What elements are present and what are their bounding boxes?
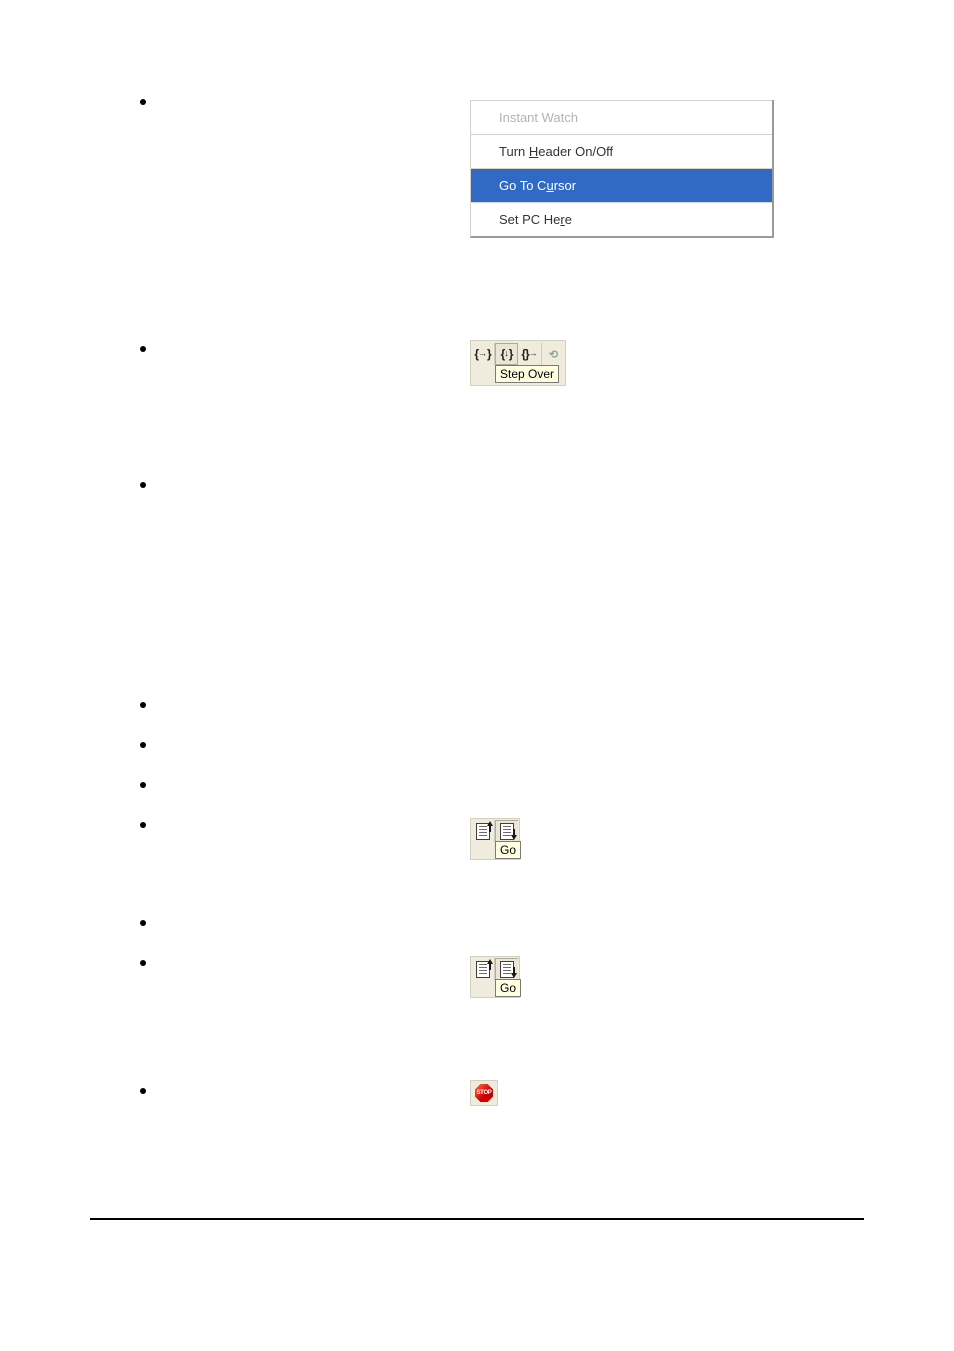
go-toolbar: Go [470,956,520,998]
menu-item-go-to-cursor[interactable]: Go To Cursor [471,168,772,202]
step-into-icon[interactable]: {→} [471,343,495,365]
list-bullet [140,1088,146,1094]
step-icons-row: {→} {↓} {}→ ⟲ [471,341,565,366]
page: Instant Watch Turn Header On/Off Go To C… [0,0,954,1351]
menu-item-label: Go To Cursor [499,178,576,193]
stop-icon-label: STOP [476,1090,491,1096]
tooltip: Go [495,979,521,997]
list-bullet [140,346,146,352]
menu-item-turn-header[interactable]: Turn Header On/Off [471,134,772,168]
go-icon[interactable] [495,820,518,842]
context-menu[interactable]: Instant Watch Turn Header On/Off Go To C… [470,100,774,238]
list-bullet [140,920,146,926]
menu-item-label: Turn Header On/Off [499,144,613,159]
go-icons-row [471,819,519,842]
menu-item-label: Instant Watch [499,110,578,125]
step-out-icon[interactable]: {}→ [518,343,542,365]
list-bullet [140,482,146,488]
menu-item-set-pc-here[interactable]: Set PC Here [471,202,772,236]
reset-go-icon[interactable] [471,958,495,980]
menu-item-instant-watch: Instant Watch [471,100,772,134]
reset-go-icon[interactable] [471,820,495,842]
go-toolbar: Go [470,818,520,860]
step-toolbar: {→} {↓} {}→ ⟲ Step Over [470,340,566,386]
tooltip: Step Over [495,365,559,383]
list-bullet [140,782,146,788]
footer-divider [90,1218,864,1220]
tooltip: Go [495,841,521,859]
list-bullet [140,99,146,105]
go-icons-row [471,957,519,980]
halt-button[interactable]: STOP [470,1080,498,1106]
menu-item-label: Set PC Here [499,212,572,227]
step-extra-icon[interactable]: ⟲ [542,343,565,365]
stop-icon: STOP [475,1084,493,1102]
list-bullet [140,822,146,828]
list-bullet [140,960,146,966]
list-bullet [140,702,146,708]
list-bullet [140,742,146,748]
go-icon[interactable] [495,958,518,980]
step-over-icon[interactable]: {↓} [495,343,518,365]
